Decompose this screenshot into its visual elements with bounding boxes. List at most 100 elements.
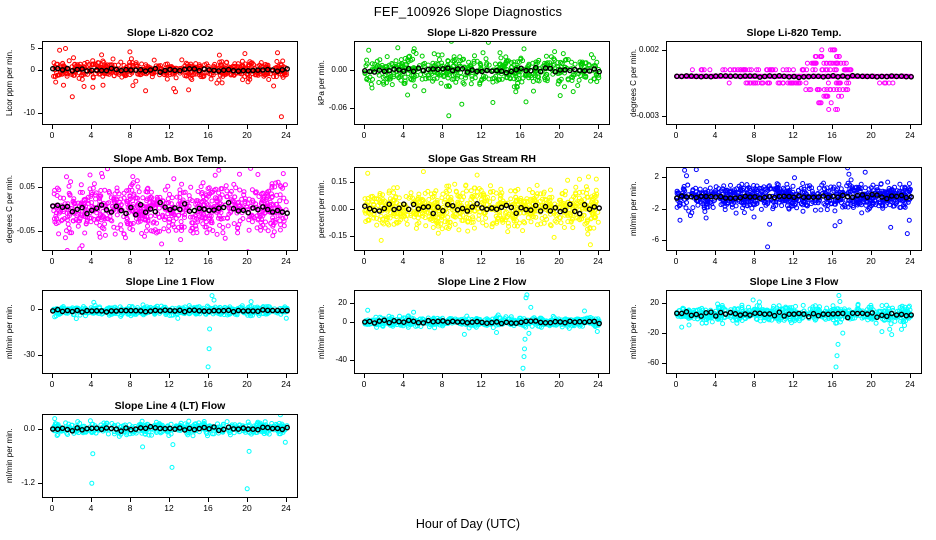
x-tick-mark — [481, 374, 482, 378]
y-tick-label: 0.00 — [331, 204, 347, 213]
x-tick-label: 8 — [127, 379, 133, 389]
x-tick-mark — [598, 251, 599, 255]
y-tick-mark — [662, 116, 666, 117]
x-tick-mark — [442, 251, 443, 255]
x-tick-label: 24 — [593, 130, 603, 140]
x-tick-mark — [130, 125, 131, 129]
x-tick-mark — [208, 251, 209, 255]
y-tick-mark — [38, 70, 42, 71]
x-tick-mark — [247, 125, 248, 129]
x-tick-mark — [52, 374, 53, 378]
y-tick-mark — [38, 309, 42, 310]
x-tick-mark — [715, 251, 716, 255]
y-tick-mark — [662, 177, 666, 178]
x-tick-label: 12 — [788, 130, 798, 140]
gas-stream-rh-scatter-points — [362, 169, 602, 248]
x-tick-label: 8 — [751, 130, 757, 140]
x-tick-mark — [91, 498, 92, 502]
line4-lt-flow-scatter-points — [50, 412, 290, 492]
x-tick-label: 4 — [88, 130, 94, 140]
x-tick-label: 24 — [593, 256, 603, 266]
x-tick-mark — [520, 251, 521, 255]
x-tick-mark — [559, 251, 560, 255]
plot-area — [666, 290, 922, 374]
y-tick-label: -2 — [651, 204, 659, 213]
y-tick-mark — [662, 363, 666, 364]
plot-area — [666, 41, 922, 125]
x-tick-mark — [481, 251, 482, 255]
x-tick-label: 24 — [905, 130, 915, 140]
x-tick-label: 0 — [49, 379, 55, 389]
amb-box-temp-scatter-points — [50, 161, 290, 255]
x-tick-label: 0 — [673, 379, 679, 389]
x-tick-label: 16 — [203, 256, 213, 266]
x-tick-label: 0 — [361, 256, 367, 266]
x-tick-mark — [676, 251, 677, 255]
x-tick-mark — [403, 251, 404, 255]
x-tick-mark — [247, 498, 248, 502]
x-tick-label: 8 — [127, 503, 133, 513]
x-tick-label: 4 — [712, 256, 718, 266]
y-tick-label: -0.05 — [16, 226, 35, 235]
y-tick-mark — [662, 209, 666, 210]
plot-area — [354, 167, 610, 251]
plot-area — [42, 412, 298, 498]
y-axis-label: kPa per min. — [317, 60, 326, 106]
x-tick-label: 4 — [400, 256, 406, 266]
panel-slope-sample-flow: Slope Sample Flow ml/min per min. 0 4 8 12 1… — [626, 152, 936, 276]
plot-area — [42, 290, 298, 374]
x-tick-label: 24 — [281, 256, 291, 266]
x-tick-label: 16 — [515, 379, 525, 389]
x-tick-label: 4 — [400, 130, 406, 140]
y-tick-label: -0.06 — [328, 103, 347, 112]
page-title: FEF_100926 Slope Diagnostics — [373, 4, 563, 19]
x-tick-label: 8 — [439, 379, 445, 389]
panel-title: Slope Line 1 Flow — [125, 276, 215, 288]
x-tick-label: 4 — [712, 130, 718, 140]
x-tick-mark — [403, 374, 404, 378]
x-tick-mark — [52, 498, 53, 502]
x-tick-mark — [676, 125, 677, 129]
panel-title: Slope Gas Stream RH — [428, 153, 536, 165]
panel-title: Slope Line 2 Flow — [437, 276, 527, 288]
y-tick-mark — [662, 303, 666, 304]
y-axis-label: ml/min per min. — [5, 304, 14, 360]
y-tick-label: 0 — [342, 317, 347, 326]
x-tick-mark — [910, 374, 911, 378]
x-tick-mark — [208, 125, 209, 129]
panel-title: Slope Sample Flow — [746, 153, 842, 165]
x-tick-mark — [208, 374, 209, 378]
x-tick-mark — [715, 125, 716, 129]
x-tick-mark — [793, 374, 794, 378]
x-tick-label: 12 — [476, 256, 486, 266]
x-tick-label: 4 — [712, 379, 718, 389]
x-tick-label: 20 — [242, 379, 252, 389]
x-tick-mark — [793, 251, 794, 255]
x-tick-label: 12 — [788, 256, 798, 266]
li820-pressure-scatter-points — [362, 34, 602, 119]
plot-area — [42, 161, 298, 255]
x-tick-mark — [871, 125, 872, 129]
x-tick-mark — [871, 251, 872, 255]
y-tick-label: -20 — [647, 328, 659, 337]
panel-slope-line2-flow: Slope Line 2 Flow ml/min per min. 0 4 8 12 1… — [314, 275, 626, 399]
x-tick-label: 8 — [127, 256, 133, 266]
x-tick-mark — [169, 251, 170, 255]
x-tick-mark — [481, 125, 482, 129]
y-tick-mark — [662, 333, 666, 334]
x-tick-label: 12 — [164, 503, 174, 513]
panel-title: Slope Li-820 Temp. — [746, 27, 842, 39]
x-tick-mark — [754, 125, 755, 129]
x-tick-mark — [286, 374, 287, 378]
x-tick-mark — [793, 125, 794, 129]
y-tick-label: 5 — [30, 43, 35, 52]
panel-slope-amb-box-temp: Slope Amb. Box Temp. degrees C per min. … — [2, 152, 314, 276]
x-tick-label: 16 — [203, 130, 213, 140]
y-tick-label: 0.00 — [331, 65, 347, 74]
x-tick-mark — [832, 374, 833, 378]
panel-title: Slope Line 3 Flow — [749, 276, 839, 288]
li820-temp-scatter-points — [674, 47, 914, 112]
x-tick-label: 0 — [673, 130, 679, 140]
